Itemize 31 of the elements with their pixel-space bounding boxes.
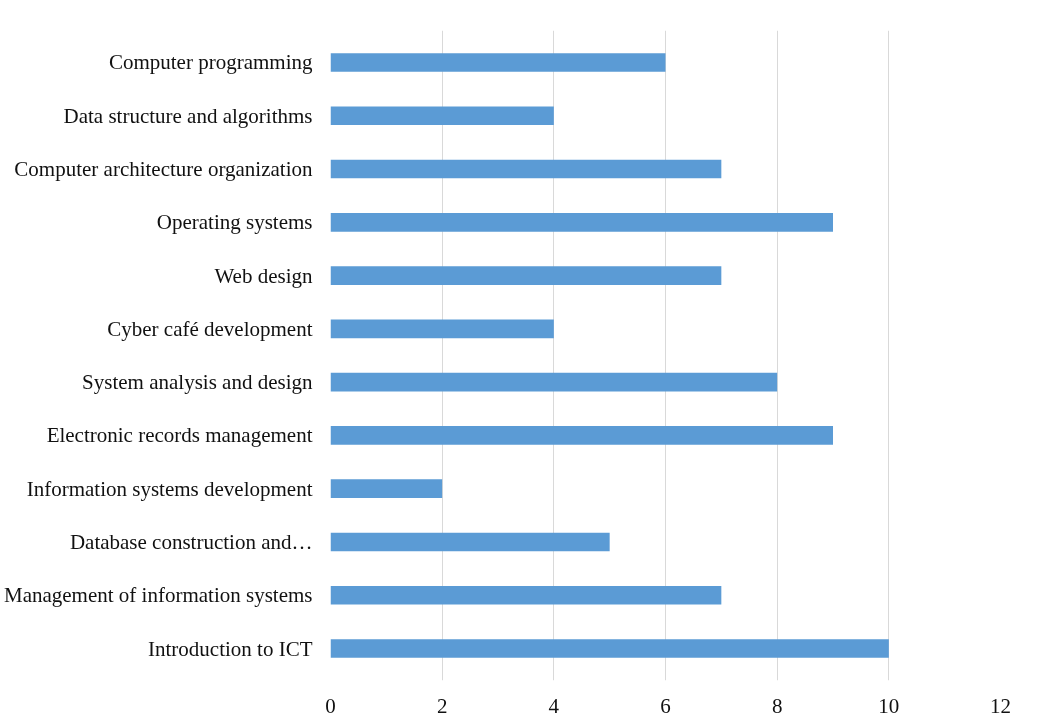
y-tick-label: Cyber café development (107, 316, 313, 341)
bar (330, 372, 778, 392)
y-tick-label: Introduction to ICT (148, 636, 313, 661)
x-tick-label: 0 (325, 693, 336, 718)
x-tick-label: 12 (990, 693, 1011, 718)
bar (330, 159, 722, 179)
bar (330, 479, 443, 499)
y-tick-label: Data structure and algorithms (63, 103, 313, 128)
x-tick-label: 4 (548, 693, 560, 718)
y-tick-label: Management of information systems (3, 583, 313, 608)
x-tick-label: 10 (878, 693, 900, 718)
bar (330, 532, 610, 552)
y-tick-label: System analysis and design (82, 370, 313, 395)
y-tick-label: Database construction and… (69, 529, 313, 554)
bar (330, 212, 833, 232)
y-tick-label: Electronic records management (46, 423, 313, 448)
bar (330, 426, 833, 445)
x-tick-label: 2 (436, 693, 448, 718)
y-tick-label: Information systems development (26, 476, 313, 501)
bar (330, 585, 722, 605)
bar (330, 319, 554, 339)
y-tick-label: Computer programming (108, 50, 313, 75)
bar (330, 639, 889, 658)
x-tick-label: 6 (660, 693, 671, 718)
y-tick-label: Operating systems (156, 210, 313, 235)
bar (330, 106, 554, 126)
y-tick-label: Web design (214, 263, 313, 288)
x-tick-label: 8 (771, 693, 783, 718)
y-tick-label: Computer architecture organization (14, 157, 313, 182)
bar (330, 53, 666, 72)
bar (330, 266, 722, 285)
